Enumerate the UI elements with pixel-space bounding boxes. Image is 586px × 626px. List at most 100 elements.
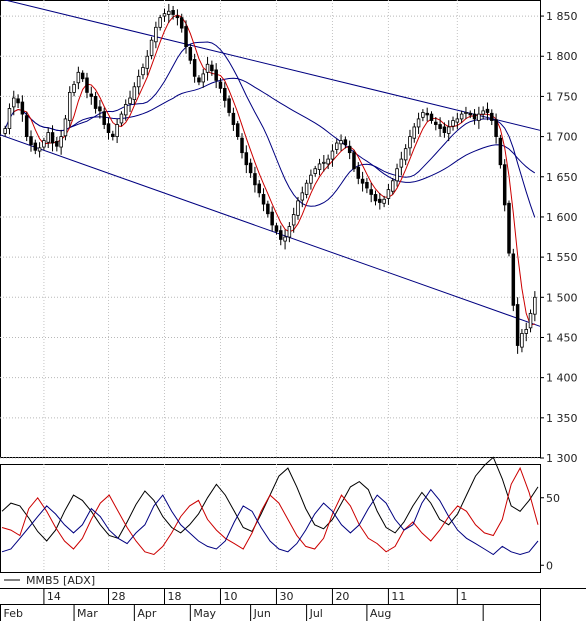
candle-down: [365, 181, 369, 189]
adx-series-line-1: [1, 456, 539, 542]
day-tick-label: 1: [460, 590, 467, 603]
candle-down: [214, 69, 218, 81]
month-tick-label: Apr: [137, 607, 157, 620]
candle-up: [136, 75, 141, 88]
candle-down: [442, 126, 447, 133]
candle-down: [257, 183, 261, 194]
trend-channel-upper-line: [3, 0, 541, 131]
price-tick-label: 1 450: [546, 331, 578, 344]
candle-down: [498, 137, 503, 166]
candle-up: [412, 126, 417, 139]
candle-down: [244, 152, 249, 166]
candle-down: [468, 112, 473, 116]
moving-average-medium-line: [22, 41, 536, 218]
candle-down: [360, 178, 365, 184]
price-tick-label: 1 650: [546, 171, 578, 184]
candle-down: [511, 253, 516, 306]
candle-up: [399, 158, 404, 168]
candle-up: [291, 214, 296, 226]
candle-down: [231, 112, 236, 125]
candle-down: [16, 98, 20, 104]
candle-up: [421, 112, 425, 118]
adx-tick-label: 50: [546, 492, 560, 505]
candle-up: [76, 71, 81, 84]
candle-down: [490, 112, 494, 121]
candle-up: [12, 97, 16, 108]
candle-down: [373, 194, 378, 202]
candle-up: [520, 333, 524, 348]
candle-up: [334, 142, 339, 150]
candle-up: [201, 73, 206, 83]
candle-up: [528, 312, 533, 329]
day-tick-label: 11: [391, 590, 405, 603]
candle-down: [425, 112, 429, 116]
candle-down: [171, 10, 175, 15]
candle-up: [46, 132, 50, 143]
candle-up: [205, 63, 210, 73]
adx-legend-label: MMB5 [ADX]: [26, 574, 95, 587]
candle-up: [132, 86, 137, 101]
day-tick-label: 18: [167, 590, 181, 603]
candle-down: [33, 142, 38, 151]
candle-up: [67, 92, 72, 121]
adx-panel-frame: [0, 464, 541, 573]
candle-up: [300, 192, 305, 201]
price-tick-label: 1 550: [546, 251, 578, 264]
day-tick-label: 28: [112, 590, 126, 603]
candle-up: [390, 180, 395, 192]
moving-average-short-line: [13, 14, 535, 327]
candle-up: [446, 126, 451, 134]
candle-down: [184, 26, 188, 48]
candle-down: [261, 194, 266, 205]
adx-tick-label: 0: [546, 559, 553, 572]
moving-average-long-line: [4, 77, 536, 183]
candle-up: [481, 110, 485, 115]
price-tick-label: 1 500: [546, 291, 578, 304]
candle-up: [119, 113, 124, 124]
candle-down: [235, 123, 240, 137]
candle-down: [218, 81, 223, 89]
candle-down: [106, 123, 111, 133]
day-tick-label: 14: [47, 590, 61, 603]
candle-up: [339, 140, 343, 145]
price-tick-label: 1 850: [546, 10, 578, 23]
candle-down: [378, 198, 382, 203]
candle-up: [416, 118, 421, 128]
candle-up: [313, 168, 317, 174]
candle-down: [80, 72, 85, 80]
candle-down: [175, 15, 180, 19]
candle-down: [197, 77, 201, 83]
month-tick-label: Jun: [253, 607, 271, 620]
candle-up: [287, 226, 292, 238]
day-tick-label: 30: [279, 590, 293, 603]
candle-up: [326, 158, 330, 165]
candle-down: [188, 47, 193, 61]
price-tick-label: 1 600: [546, 211, 578, 224]
candle-down: [85, 77, 89, 93]
candle-down: [343, 139, 348, 146]
candle-up: [524, 329, 528, 334]
candle-up: [37, 147, 42, 152]
candle-down: [356, 166, 361, 179]
candle-down: [502, 164, 507, 206]
candle-up: [296, 200, 300, 216]
price-tick-label: 1 350: [546, 412, 578, 425]
candle-down: [253, 173, 257, 186]
adx-series-line-3: [1, 488, 539, 556]
candle-down: [248, 162, 253, 174]
candle-up: [3, 128, 7, 134]
candle-up: [322, 161, 326, 164]
candle-up: [283, 236, 287, 242]
candle-up: [309, 174, 313, 184]
candle-down: [98, 106, 102, 112]
candle-up: [403, 148, 408, 161]
candle-down: [192, 59, 197, 77]
candle-up: [141, 67, 145, 76]
candle-up: [145, 55, 150, 69]
candle-down: [347, 145, 352, 154]
candle-up: [395, 168, 399, 182]
candle-down: [55, 141, 59, 147]
